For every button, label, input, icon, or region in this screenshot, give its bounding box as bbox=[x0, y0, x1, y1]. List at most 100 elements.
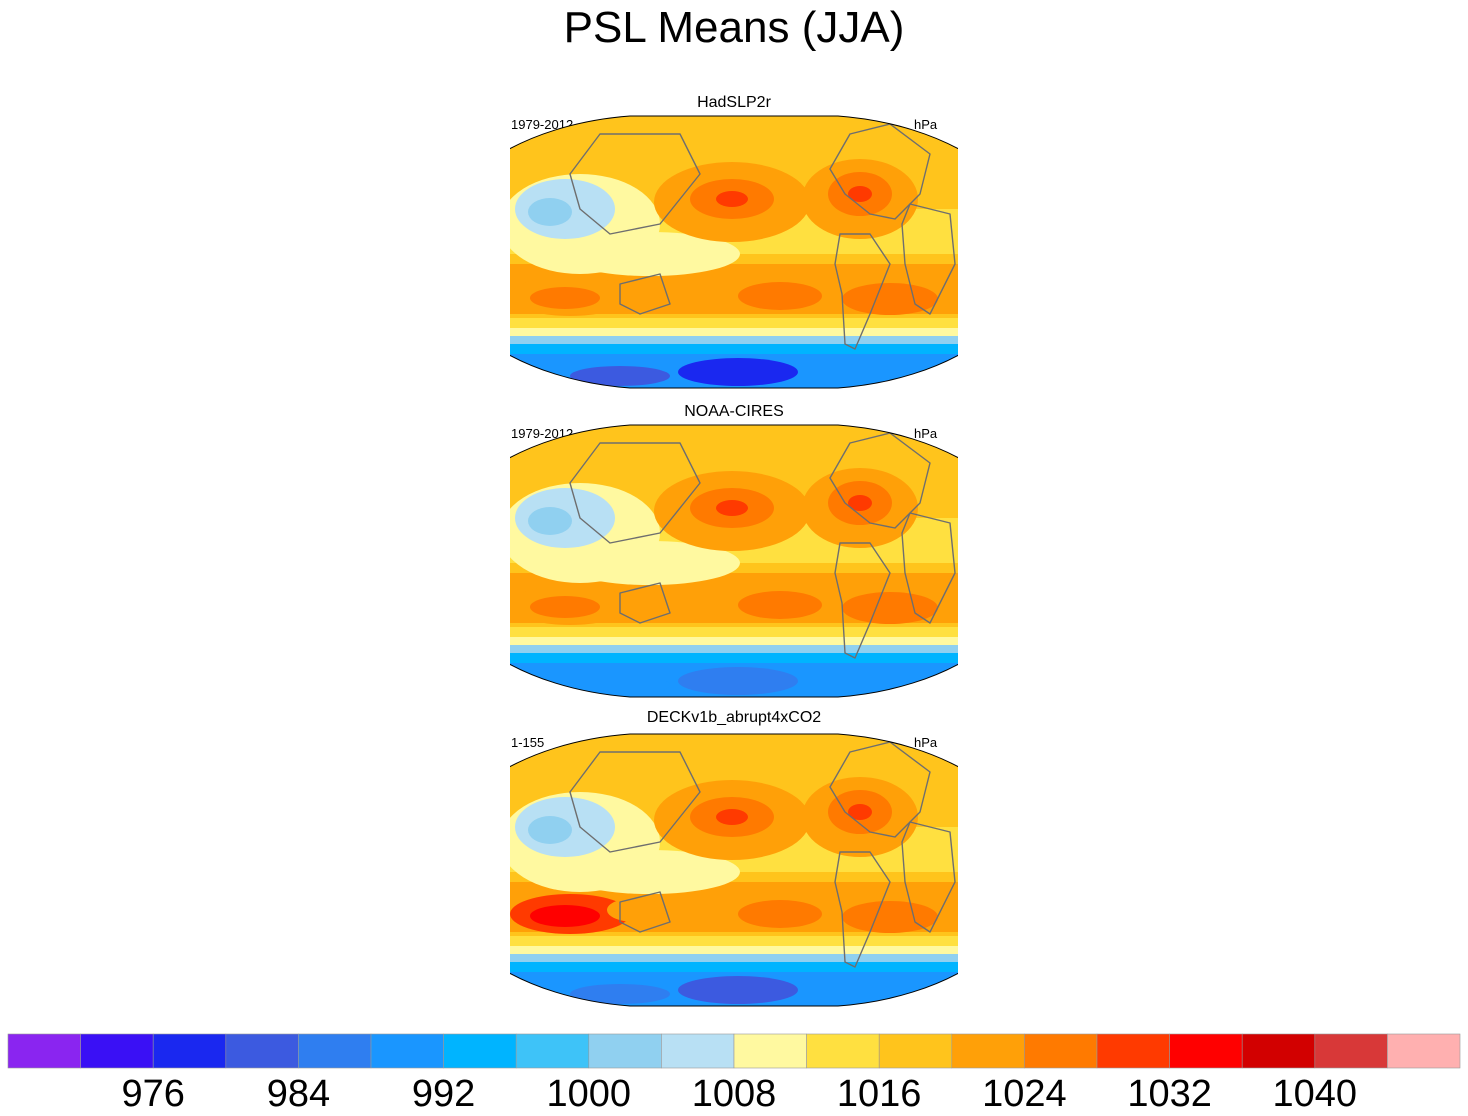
panel-1-units: hPa bbox=[914, 117, 938, 132]
coastline-1 bbox=[834, 851, 891, 968]
panel-3-units: hPa bbox=[914, 735, 938, 750]
antarctic-low-west bbox=[570, 366, 670, 386]
colorbar-tick-1008: 1008 bbox=[691, 1073, 777, 1115]
colorbar-swatch-9 bbox=[661, 1033, 735, 1069]
southern-ocean-band-4 bbox=[510, 653, 958, 663]
map-outline bbox=[510, 733, 958, 1007]
panel-2-period: 1979-2012 bbox=[511, 426, 574, 441]
coastline-3 bbox=[619, 582, 671, 624]
coastline-2 bbox=[901, 821, 956, 933]
colorbar-swatch-10 bbox=[733, 1033, 807, 1069]
southern-ocean-band-1 bbox=[510, 627, 958, 637]
panel-1-period: 1979-2012 bbox=[511, 117, 574, 132]
panel-1-map bbox=[510, 115, 958, 389]
colorbar-swatch-14 bbox=[1024, 1033, 1098, 1069]
south-atlantic-high bbox=[842, 283, 938, 315]
colorbar-swatch-15 bbox=[1096, 1033, 1170, 1069]
colorbar bbox=[7, 1033, 1461, 1069]
colorbar-tick-1040: 1040 bbox=[1272, 1073, 1358, 1115]
coastline-3 bbox=[619, 891, 671, 933]
colorbar-swatch-11 bbox=[806, 1033, 880, 1069]
map-outline bbox=[510, 424, 958, 698]
coastline-3 bbox=[619, 273, 671, 315]
panel-3-period: 1-155 bbox=[511, 735, 545, 750]
coastline-0 bbox=[829, 432, 931, 529]
southern-ocean-band-4 bbox=[510, 344, 958, 354]
australia-high bbox=[607, 898, 663, 922]
south-indian-high bbox=[530, 596, 600, 618]
south-indian-high bbox=[530, 905, 600, 927]
australia-high bbox=[607, 589, 663, 613]
colorbar-tick-976: 976 bbox=[121, 1073, 185, 1115]
colorbar-tick-1024: 1024 bbox=[982, 1073, 1067, 1115]
west-pacific-tropics bbox=[560, 541, 740, 585]
north-pacific-high-core bbox=[716, 500, 748, 516]
southern-ocean-band-2 bbox=[510, 946, 958, 954]
colorbar-swatch-17 bbox=[1241, 1033, 1316, 1069]
north-atlantic-high-core bbox=[848, 495, 872, 511]
southern-ocean-band-4 bbox=[510, 962, 958, 972]
colorbar-swatch-3 bbox=[225, 1033, 299, 1069]
south-atlantic-high bbox=[842, 901, 938, 933]
coastline-1 bbox=[834, 233, 891, 350]
colorbar-tick-1016: 1016 bbox=[836, 1073, 922, 1115]
north-pacific-high-core bbox=[716, 809, 748, 825]
map-outline bbox=[510, 115, 958, 389]
colorbar-swatch-19 bbox=[1387, 1033, 1461, 1069]
colorbar-swatch-2 bbox=[152, 1033, 227, 1069]
main-title: PSL Means (JJA) bbox=[563, 3, 905, 52]
coastline-4 bbox=[569, 751, 701, 853]
southern-ocean-band-3 bbox=[510, 954, 958, 962]
southern-ocean-band-1 bbox=[510, 318, 958, 328]
colorbar-swatch-8 bbox=[588, 1033, 662, 1069]
colorbar-tick-1000: 1000 bbox=[546, 1073, 632, 1115]
panel-2-units: hPa bbox=[914, 426, 938, 441]
panel-3-title: DECKv1b_abrupt4xCO2 bbox=[646, 709, 822, 726]
coastline-0 bbox=[829, 741, 931, 838]
colorbar-swatch-6 bbox=[443, 1033, 517, 1069]
coastline-0 bbox=[829, 123, 931, 220]
colorbar-swatch-5 bbox=[370, 1033, 444, 1069]
coastline-4 bbox=[569, 133, 701, 235]
colorbar-swatch-4 bbox=[298, 1033, 372, 1069]
panel-3-map bbox=[510, 733, 958, 1007]
asia-low-core bbox=[528, 198, 572, 226]
colorbar-swatch-12 bbox=[878, 1033, 953, 1069]
south-atlantic-high bbox=[842, 592, 938, 624]
coastline-2 bbox=[901, 512, 956, 624]
antarctic-low-core bbox=[678, 667, 798, 695]
colorbar-tick-1032: 1032 bbox=[1127, 1073, 1212, 1115]
south-pacific-high bbox=[738, 591, 822, 619]
asia-low-core bbox=[528, 507, 572, 535]
south-indian-high bbox=[530, 287, 600, 309]
colorbar-tick-992: 992 bbox=[411, 1073, 476, 1115]
coastline-4 bbox=[569, 442, 701, 544]
colorbar-swatch-16 bbox=[1169, 1033, 1243, 1069]
panel-2-title: NOAA-CIRES bbox=[684, 403, 784, 420]
antarctic-low-west bbox=[570, 984, 670, 1004]
southern-ocean-band-3 bbox=[510, 645, 958, 653]
south-pacific-high bbox=[738, 900, 822, 928]
southern-ocean-band-2 bbox=[510, 328, 958, 336]
west-pacific-tropics bbox=[560, 850, 740, 894]
panel-2-map bbox=[510, 424, 958, 698]
colorbar-swatch-18 bbox=[1314, 1033, 1388, 1069]
west-pacific-tropics bbox=[560, 232, 740, 276]
southern-ocean-band-1 bbox=[510, 936, 958, 946]
asia-low-core bbox=[528, 816, 572, 844]
colorbar-swatch-7 bbox=[515, 1033, 590, 1069]
north-pacific-high-core bbox=[716, 191, 748, 207]
panel-1-title: HadSLP2r bbox=[697, 94, 771, 111]
antarctic-low-core bbox=[678, 358, 798, 386]
coastline-1 bbox=[834, 542, 891, 659]
colorbar-swatch-1 bbox=[80, 1033, 154, 1069]
antarctic-low-west bbox=[570, 675, 670, 695]
north-atlantic-high-core bbox=[848, 804, 872, 820]
north-atlantic-high-core bbox=[848, 186, 872, 202]
south-pacific-high bbox=[738, 282, 822, 310]
colorbar-tick-984: 984 bbox=[266, 1073, 331, 1115]
colorbar-swatch-0 bbox=[7, 1033, 81, 1069]
colorbar-swatch-13 bbox=[951, 1033, 1025, 1069]
southern-ocean-band-2 bbox=[510, 637, 958, 645]
